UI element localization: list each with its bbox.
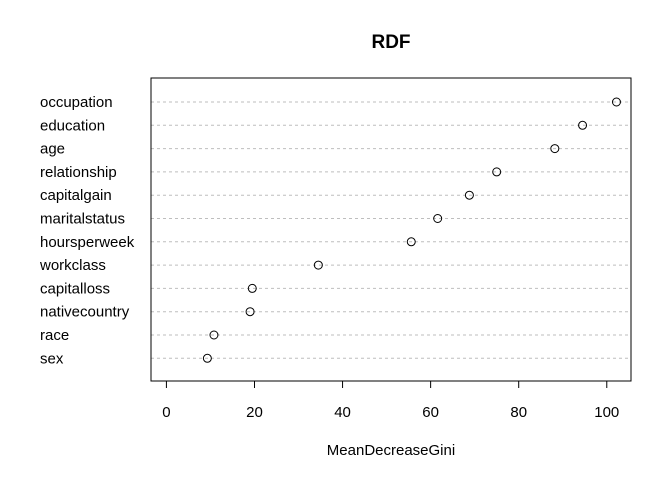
category-label: sex [40,350,64,367]
x-tick-label: 60 [422,404,439,421]
x-tick-label: 80 [510,404,527,421]
category-label: age [40,141,65,158]
x-axis: 0 20 40 60 80 100 [162,380,619,421]
category-label: nativecountry [40,304,130,321]
data-point [578,120,588,130]
x-tick-label: 20 [246,404,263,421]
data-point [464,190,474,200]
category-label: maritalstatus [40,211,125,228]
data-point [247,283,257,293]
x-tick-label: 40 [334,404,351,421]
data-point [245,307,255,317]
chart-title: RDF [371,32,410,53]
category-labels: occupation education age relationship capita… [39,94,135,367]
data-point [550,144,560,154]
data-point [313,260,323,270]
data-point [406,237,416,247]
plot-frame [150,77,632,382]
category-label: hoursperweek [40,234,135,251]
x-axis-label: MeanDecreaseGini [327,442,455,459]
grid-lines [151,101,631,359]
data-point [433,214,443,223]
x-tick-label: 0 [162,404,170,421]
data-point [492,167,502,177]
category-label: race [40,327,69,344]
data-point [202,353,212,363]
category-label: education [40,117,105,134]
category-label: capitalloss [40,280,110,297]
data-points [202,97,621,363]
category-label: occupation [40,94,113,111]
data-point [611,97,621,107]
data-point [209,330,219,340]
x-tick-label: 100 [594,404,619,421]
category-label: workclass [39,257,106,274]
category-label: capitalgain [40,187,112,204]
category-label: relationship [40,164,117,181]
